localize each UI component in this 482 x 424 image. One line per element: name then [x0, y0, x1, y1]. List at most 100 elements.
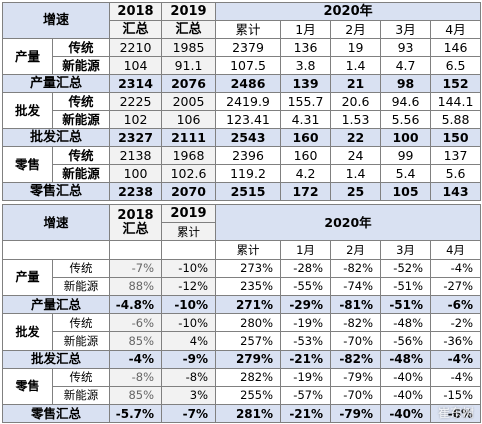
- value-cell: -7%: [109, 258, 163, 278]
- year-2020-header: 2020年: [215, 2, 482, 21]
- value-cell: -82%: [330, 313, 382, 333]
- value-cell: 1968: [161, 146, 217, 165]
- blank-header: [161, 240, 217, 260]
- total-value-cell: 2314: [109, 74, 163, 93]
- value-cell: -28%: [280, 258, 332, 278]
- value-cell: 5.4: [380, 164, 432, 183]
- row-label: 传统: [51, 146, 111, 165]
- value-cell: -10%: [161, 258, 217, 278]
- value-cell: -56%: [380, 331, 432, 351]
- blank-header: [1, 240, 111, 260]
- col-header: 1月: [280, 240, 332, 260]
- volume-table: 增速 2018 2019 2020年 汇总 汇总 累计 1月 2月 3月 4月 …: [1, 2, 482, 201]
- value-cell: -10%: [161, 313, 217, 333]
- value-cell: 6.5: [430, 56, 482, 75]
- value-cell: -6%: [109, 313, 163, 333]
- value-cell: 160: [280, 146, 332, 165]
- value-cell: 104: [109, 56, 163, 75]
- value-cell: -48%: [380, 313, 432, 333]
- table-row: 批发 传统 2225 2005 2419.9 155.7 20.6 94.6 144.1: [2, 92, 482, 129]
- total-value-cell: 279%: [215, 349, 282, 369]
- total-row: 批发汇总 2327 2111 2543 160 22 100 150: [1, 128, 482, 147]
- value-cell: 155.7: [280, 92, 332, 111]
- value-cell: -12%: [161, 276, 217, 296]
- year-2018-header: 2018 汇总: [109, 203, 163, 242]
- table-row: 新能源 100 102.6 119.2 4.2 1.4 5.4 5.6: [3, 164, 482, 183]
- value-cell: 1.4: [330, 164, 382, 183]
- total-value-cell: -6%: [430, 294, 482, 315]
- table-row: 新能源 102 106 123.41 4.31 1.53 5.56 5.88: [3, 110, 482, 129]
- value-cell: 5.88: [430, 110, 482, 129]
- table-row: 零售 传统 2138 1968 2396 160 24 99 137: [2, 146, 482, 183]
- value-cell: 119.2: [215, 164, 282, 183]
- value-cell: 94.6: [380, 92, 432, 111]
- year-2018-header: 2018: [109, 2, 163, 21]
- value-cell: -4%: [430, 367, 482, 387]
- col-header: 1月: [280, 20, 332, 39]
- year-2019-header: 2019: [161, 203, 217, 224]
- total-value-cell: 281%: [215, 404, 282, 424]
- value-cell: 19: [330, 38, 382, 57]
- value-cell: -27%: [430, 276, 482, 296]
- value-cell: 3%: [161, 385, 217, 406]
- value-cell: -79%: [330, 367, 382, 387]
- row-label: 传统: [51, 313, 111, 333]
- total-value-cell: 2238: [109, 182, 163, 201]
- value-cell: -15%: [430, 385, 482, 406]
- col-header: 2月: [330, 20, 382, 39]
- sum-2019-header: 汇总: [161, 20, 217, 39]
- value-cell: -8%: [109, 367, 163, 387]
- value-cell: 1.53: [330, 110, 382, 129]
- group-label: 零售: [2, 367, 53, 406]
- row-label: 新能源: [51, 385, 111, 406]
- value-cell: -2%: [430, 313, 482, 333]
- value-cell: -70%: [330, 331, 382, 351]
- value-cell: -40%: [380, 385, 432, 406]
- total-value-cell: -6%: [430, 404, 482, 424]
- value-cell: 2138: [109, 146, 163, 165]
- volume-body: 产量 传统 2210 1985 2379 136 19 93 146 新能源 104 91.1 107.…: [1, 38, 482, 201]
- total-value-cell: -51%: [380, 294, 432, 315]
- value-cell: -55%: [280, 276, 332, 296]
- value-cell: 5.56: [380, 110, 432, 129]
- row-label: 传统: [51, 38, 111, 57]
- value-cell: 2210: [109, 38, 163, 57]
- total-label: 批发汇总: [1, 128, 111, 147]
- col-header: 4月: [430, 20, 482, 39]
- value-cell: -52%: [380, 258, 432, 278]
- value-cell: 257%: [215, 331, 282, 351]
- total-value-cell: -48%: [380, 349, 432, 369]
- sum-2018-header: 汇总: [109, 20, 163, 39]
- total-value-cell: 105: [380, 182, 432, 201]
- value-cell: 2419.9: [215, 92, 282, 111]
- total-value-cell: -21%: [280, 349, 332, 369]
- total-label: 批发汇总: [1, 349, 111, 369]
- total-value-cell: -4%: [109, 349, 163, 369]
- watermark: 崔东树: [437, 406, 474, 420]
- total-value-cell: -4.8%: [109, 294, 163, 315]
- value-cell: 4.2: [280, 164, 332, 183]
- total-value-cell: -9%: [161, 349, 217, 369]
- value-cell: 88%: [109, 276, 163, 296]
- value-cell: 146: [430, 38, 482, 57]
- growth-table: 增速 2018 汇总 2019 2020年 累计 累计 1月 2月 3月 4月 …: [1, 203, 482, 424]
- value-cell: 1.4: [330, 56, 382, 75]
- total-value-cell: 143: [430, 182, 482, 201]
- value-cell: 4%: [161, 331, 217, 351]
- total-value-cell: 139: [280, 74, 332, 93]
- value-cell: 20.6: [330, 92, 382, 111]
- blank-header: [109, 240, 163, 260]
- row-label: 传统: [51, 258, 111, 278]
- total-row: 零售汇总 2238 2070 2515 172 25 105 143: [1, 182, 482, 201]
- sum-2018-label: 汇总: [122, 221, 149, 237]
- value-cell: 2379: [215, 38, 282, 57]
- growth-body: 产量 传统 -7% -10% 273% -28% -82% -52% -4% 新能源 88% -12%…: [1, 258, 482, 424]
- value-cell: 144.1: [430, 92, 482, 111]
- value-cell: 4.7: [380, 56, 432, 75]
- table-row: 批发 传统 -6% -10% 280% -19% -82% -48% -2%: [2, 313, 482, 351]
- total-value-cell: 150: [430, 128, 482, 147]
- row-label: 新能源: [51, 164, 111, 183]
- value-cell: 85%: [109, 331, 163, 351]
- total-label: 产量汇总: [1, 74, 111, 93]
- value-cell: 2225: [109, 92, 163, 111]
